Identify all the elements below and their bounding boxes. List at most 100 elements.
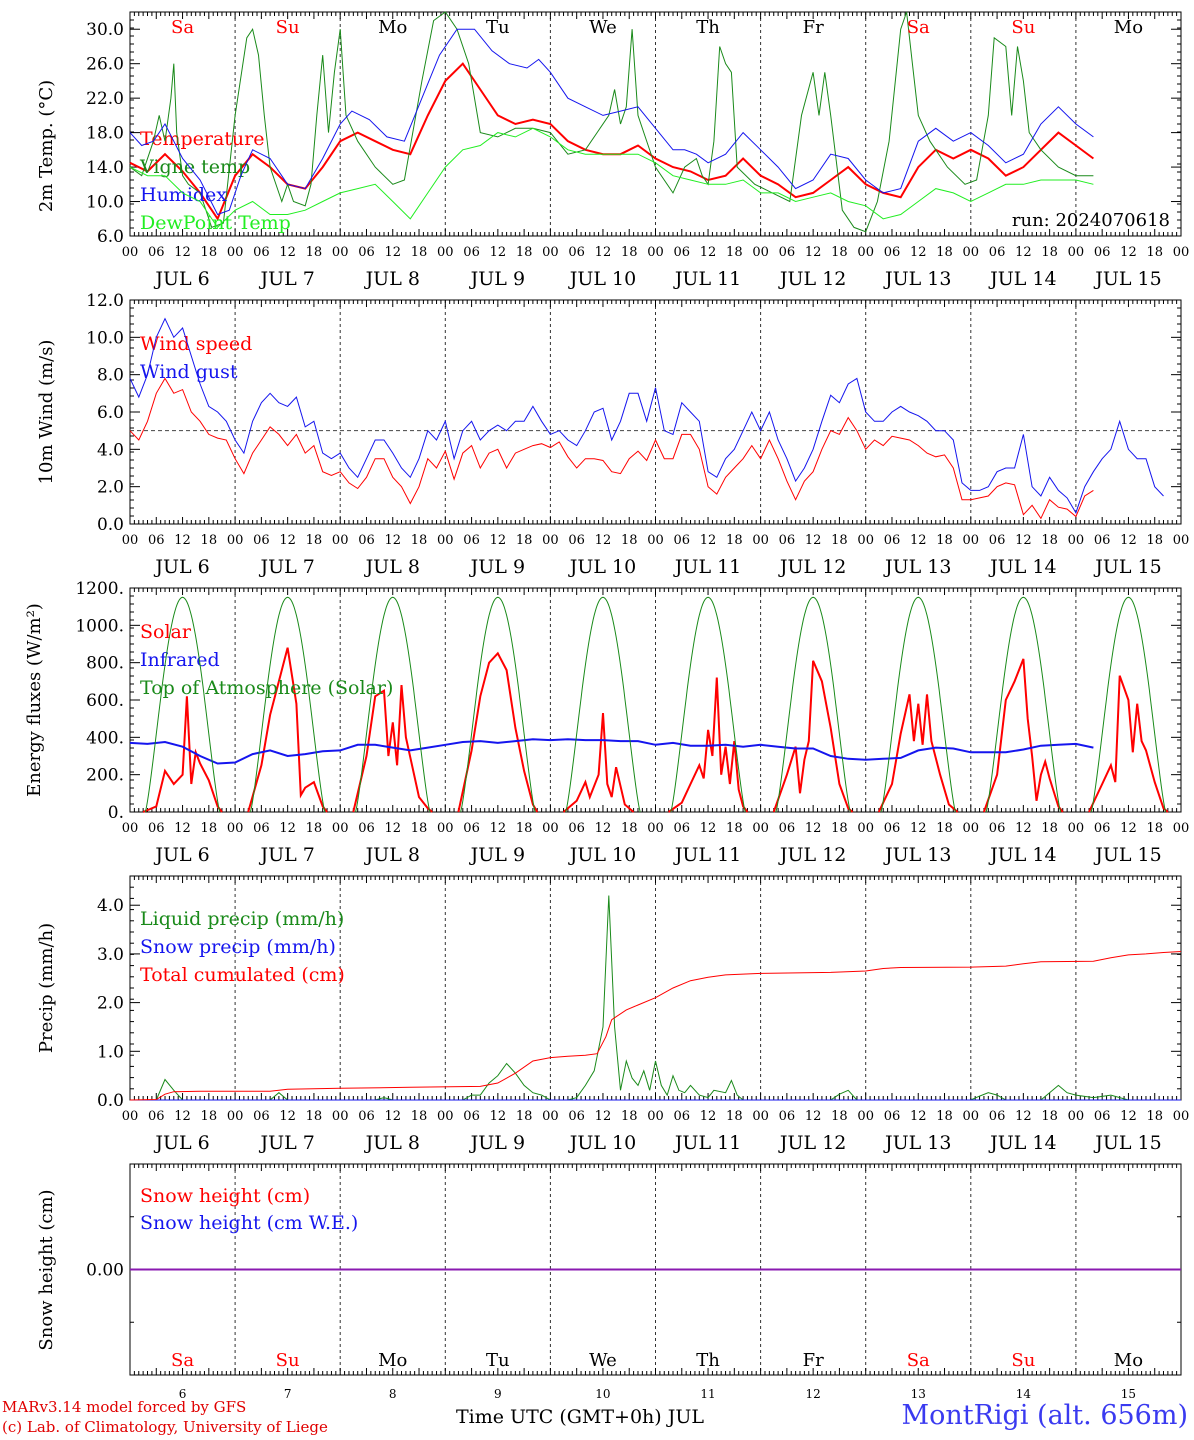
series-line	[565, 596, 641, 813]
hour-tick-label: 18	[831, 245, 848, 260]
hour-tick-label: 00	[332, 1109, 349, 1124]
y-tick-label: 26.0	[86, 55, 124, 75]
hour-tick-label: 12	[805, 821, 822, 836]
weekday-label: Sa	[171, 1350, 194, 1371]
hour-tick-label: 00	[437, 821, 454, 836]
hour-tick-label: 12	[1120, 821, 1137, 836]
hour-tick-label: 12	[595, 245, 612, 260]
series-line	[129, 317, 1164, 514]
hour-tick-label: 18	[621, 1109, 638, 1124]
series-line	[144, 596, 221, 813]
hour-tick-label: 12	[1015, 1109, 1032, 1124]
date-label: JUL 15	[1093, 556, 1161, 578]
hour-tick-label: 06	[358, 245, 375, 260]
series-line	[352, 685, 433, 813]
weekday-label: We	[589, 17, 617, 38]
hour-tick-label: 06	[989, 533, 1006, 548]
hour-tick-label: 06	[884, 1109, 901, 1124]
y-axis-title: 10m Wind (m/s)	[36, 340, 57, 485]
run-label: run: 2024070618	[1012, 210, 1170, 231]
hour-tick-label: 06	[884, 533, 901, 548]
hour-tick-label: 12	[1120, 245, 1137, 260]
series-line	[1090, 596, 1167, 813]
hour-tick-label: 18	[936, 821, 953, 836]
date-number: 14	[1016, 1387, 1032, 1401]
hour-tick-label: 06	[148, 533, 165, 548]
hour-tick-label: 00	[857, 533, 874, 548]
date-label: JUL 15	[1093, 844, 1161, 866]
y-tick-label: 10.0	[86, 193, 124, 213]
legend-label: Liquid precip (mm/h)	[140, 908, 344, 930]
date-label: JUL 14	[988, 1132, 1056, 1154]
y-tick-label: 1000.	[75, 616, 124, 636]
series-line	[460, 596, 536, 813]
date-label: JUL 11	[673, 844, 741, 866]
hour-tick-label: 18	[621, 533, 638, 548]
hour-tick-label: 06	[568, 821, 585, 836]
hour-tick-label: 00	[857, 821, 874, 836]
hour-tick-label: 12	[490, 533, 507, 548]
date-number: 7	[284, 1387, 292, 1401]
hour-tick-label: 06	[463, 1109, 480, 1124]
date-label: JUL 11	[673, 1132, 741, 1154]
date-number: 11	[700, 1387, 715, 1401]
hour-tick-label: 00	[227, 245, 244, 260]
weekday-label: Su	[276, 17, 300, 38]
hour-tick-label: 06	[779, 533, 796, 548]
series-line	[670, 596, 746, 813]
legend-label: Wind speed	[140, 333, 252, 355]
hour-tick-label: 06	[1094, 821, 1111, 836]
date-label: JUL 8	[364, 556, 420, 578]
hour-tick-label: 18	[1041, 245, 1058, 260]
hour-tick-label: 18	[936, 1109, 953, 1124]
hour-tick-label: 12	[910, 821, 927, 836]
hour-tick-label: 12	[910, 245, 927, 260]
y-tick-label: 0.00	[86, 1261, 124, 1281]
series-line	[775, 596, 851, 813]
hour-tick-label: 12	[279, 821, 296, 836]
hour-tick-label: 18	[306, 821, 323, 836]
hour-tick-label: 00	[542, 533, 559, 548]
hour-tick-label: 12	[805, 1109, 822, 1124]
hour-tick-label: 12	[490, 1109, 507, 1124]
legend-label: Solar	[140, 621, 192, 643]
hour-tick-label: 12	[910, 533, 927, 548]
model-credit: MARv3.14 model forced by GFS	[2, 1398, 247, 1416]
hour-tick-label: 06	[253, 821, 270, 836]
date-label: JUL 13	[883, 844, 951, 866]
hour-tick-label: 00	[1173, 821, 1190, 836]
series-line	[982, 658, 1064, 813]
hour-tick-label: 06	[463, 533, 480, 548]
hour-tick-label: 12	[174, 1109, 191, 1124]
date-label: JUL 14	[988, 844, 1056, 866]
series-line	[668, 677, 749, 813]
hour-tick-label: 06	[1094, 1109, 1111, 1124]
hour-tick-label: 12	[700, 1109, 717, 1124]
hour-tick-label: 12	[1015, 245, 1032, 260]
date-number: 10	[595, 1387, 610, 1401]
hour-tick-label: 18	[411, 1109, 428, 1124]
hour-tick-label: 18	[1146, 245, 1163, 260]
hour-tick-label: 18	[831, 533, 848, 548]
date-label: JUL 6	[153, 844, 209, 866]
hour-tick-label: 12	[174, 821, 191, 836]
lab-credit: (c) Lab. of Climatology, University of L…	[2, 1418, 328, 1436]
y-tick-label: 2.0	[97, 994, 124, 1014]
hour-tick-label: 06	[253, 1109, 270, 1124]
y-tick-label: 22.0	[86, 89, 124, 109]
series-line	[457, 651, 539, 813]
date-label: JUL 11	[673, 556, 741, 578]
hour-tick-label: 18	[1041, 1109, 1058, 1124]
hour-tick-label: 06	[989, 821, 1006, 836]
weekday-label: Mo	[1114, 17, 1143, 38]
hour-tick-label: 12	[490, 245, 507, 260]
legend-label: Vigne temp	[139, 156, 250, 178]
weekday-label: Sa	[907, 17, 930, 38]
date-label: JUL 8	[364, 268, 420, 290]
hour-tick-label: 00	[1068, 821, 1085, 836]
legend-label: Wind gust	[140, 361, 238, 383]
hour-tick-label: 18	[201, 533, 218, 548]
weekday-label: Mo	[378, 1350, 407, 1371]
series-line	[247, 647, 328, 813]
hour-tick-label: 12	[384, 821, 401, 836]
